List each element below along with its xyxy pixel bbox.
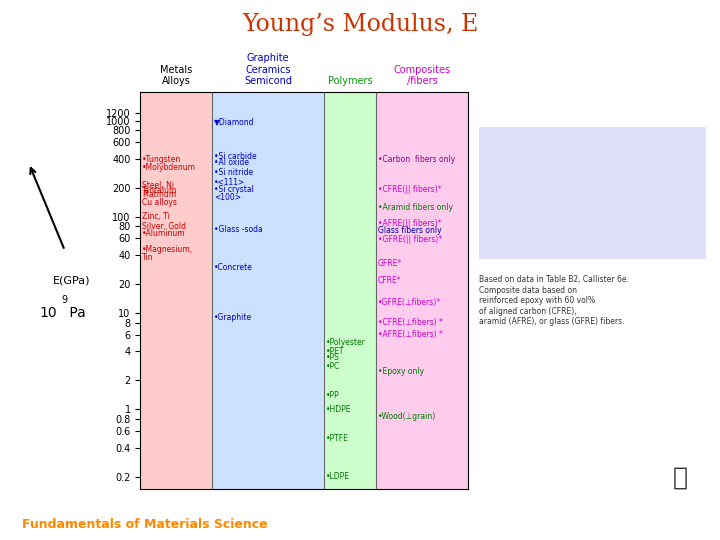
Text: E(GPa): E(GPa) — [53, 276, 91, 286]
Text: •Si crystal: •Si crystal — [214, 185, 254, 193]
Text: E: E — [523, 221, 539, 241]
Text: 20: 20 — [681, 517, 698, 531]
Text: •Polyester: •Polyester — [325, 338, 365, 347]
Text: Pa: Pa — [65, 306, 86, 320]
Text: •Wood(⊥grain): •Wood(⊥grain) — [378, 411, 436, 421]
Text: Tantalum: Tantalum — [142, 186, 177, 194]
Text: E: E — [490, 140, 505, 160]
Text: •Al oxide: •Al oxide — [214, 158, 249, 167]
Bar — [377, 92, 468, 489]
Text: •PS: •PS — [325, 353, 339, 362]
Text: •PC: •PC — [325, 362, 340, 371]
Text: Steel, Ni: Steel, Ni — [142, 181, 174, 191]
Text: •GFRE(⊥fibers)*: •GFRE(⊥fibers)* — [378, 298, 441, 307]
Text: •<111>: •<111> — [214, 178, 246, 187]
Text: Cu alloys: Cu alloys — [142, 198, 177, 207]
Text: 9: 9 — [61, 295, 68, 305]
Text: Ⓦ: Ⓦ — [673, 466, 688, 490]
Text: •Molybdenum: •Molybdenum — [142, 163, 196, 172]
Text: •AFRE(|| fibers)*: •AFRE(|| fibers)* — [378, 219, 441, 228]
Text: •Carbon  fibers only: •Carbon fibers only — [378, 154, 455, 164]
Text: metals: metals — [533, 185, 580, 199]
Text: •Glass -soda: •Glass -soda — [214, 225, 263, 234]
Text: <100>: <100> — [214, 193, 241, 202]
Text: •Si carbide: •Si carbide — [214, 152, 257, 160]
Text: >>: >> — [486, 221, 531, 241]
Text: Metals
Alloys: Metals Alloys — [161, 65, 192, 86]
Text: Graphite
Ceramics
Semicond: Graphite Ceramics Semicond — [244, 53, 292, 86]
Text: •GFRE(|| fibers)*: •GFRE(|| fibers)* — [378, 235, 442, 244]
Text: •PET: •PET — [325, 347, 344, 356]
Text: •PTFE: •PTFE — [325, 434, 348, 443]
Bar — [140, 92, 212, 489]
Text: •PP: •PP — [325, 391, 339, 400]
Text: •AFRE(⊥fibers) *: •AFRE(⊥fibers) * — [378, 330, 443, 339]
Text: >: > — [486, 181, 513, 201]
Text: polymers: polymers — [547, 226, 611, 240]
Text: Zinc, Ti: Zinc, Ti — [142, 212, 170, 221]
Text: •Tungsten: •Tungsten — [142, 154, 181, 164]
Text: •LDPE: •LDPE — [325, 472, 349, 481]
Text: •HDPE: •HDPE — [325, 405, 351, 414]
Text: ▼Diamond: ▼Diamond — [214, 117, 255, 126]
Text: Tin: Tin — [142, 253, 153, 262]
Text: •Graphite: •Graphite — [214, 313, 252, 322]
Text: •Aramid fibers only: •Aramid fibers only — [378, 203, 453, 212]
Text: CFRE*: CFRE* — [378, 276, 402, 285]
Text: •Magnesium,: •Magnesium, — [142, 245, 193, 254]
Text: Based on data in Table B2, Callister 6e.
Composite data based on
reinforced epox: Based on data in Table B2, Callister 6e.… — [479, 275, 629, 326]
Text: ceramics: ceramics — [513, 145, 576, 159]
Text: E: E — [509, 181, 524, 201]
Text: •Epoxy only: •Epoxy only — [378, 367, 424, 376]
Text: Silver, Gold: Silver, Gold — [142, 222, 186, 231]
Text: Young’s Modulus, E: Young’s Modulus, E — [242, 14, 478, 37]
Text: GFRE*: GFRE* — [378, 259, 402, 268]
Bar — [324, 92, 377, 489]
Bar — [212, 92, 324, 489]
Text: •Si nitride: •Si nitride — [214, 168, 253, 177]
Text: Fundamentals of Materials Science: Fundamentals of Materials Science — [22, 518, 267, 531]
Text: •Concrete: •Concrete — [214, 263, 253, 272]
Text: •Aluminum: •Aluminum — [142, 228, 186, 238]
Text: Platinum: Platinum — [142, 190, 176, 199]
Text: Composites
/fibers: Composites /fibers — [394, 65, 451, 86]
Text: •CFRE(⊥fibers) *: •CFRE(⊥fibers) * — [378, 318, 443, 327]
Text: Polymers: Polymers — [328, 76, 372, 86]
Text: Glass fibers only: Glass fibers only — [378, 226, 441, 235]
Text: •CFRE(|| fibers)*: •CFRE(|| fibers)* — [378, 185, 441, 193]
Text: 10: 10 — [40, 306, 57, 320]
